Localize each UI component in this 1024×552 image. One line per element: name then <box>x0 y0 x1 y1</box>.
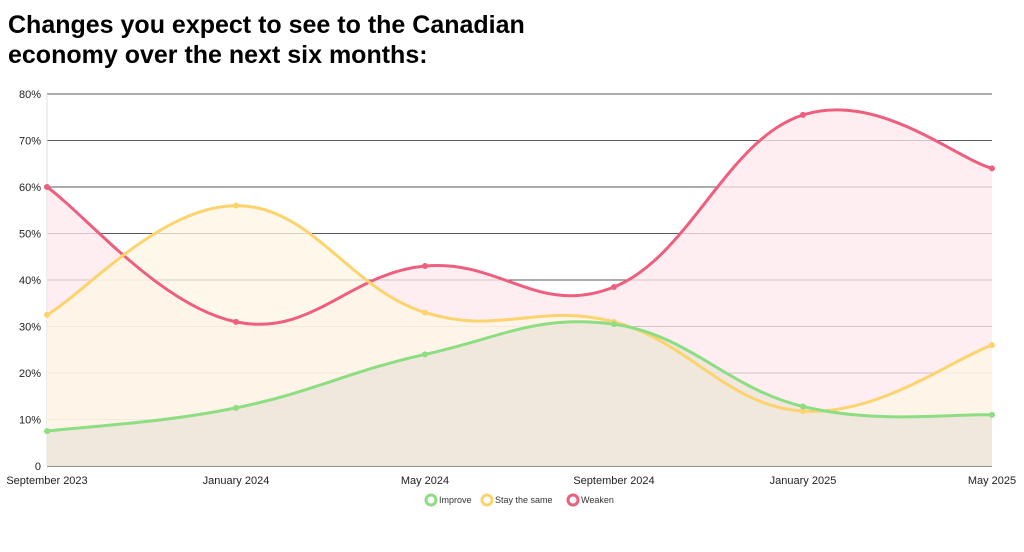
data-point-weaken <box>989 165 995 172</box>
legend: Improve Stay the same Weaken <box>424 493 614 507</box>
data-point-improve <box>233 404 239 411</box>
legend-marker <box>566 493 580 507</box>
data-point-weaken <box>233 318 239 325</box>
x-tick-label: September 2023 <box>6 475 87 487</box>
y-tick-label: 10% <box>19 415 41 427</box>
area-improve <box>47 321 992 466</box>
y-tick-label: 70% <box>19 136 41 148</box>
x-axis-ticks: September 2023 January 2024 May 2024 Septem… <box>6 475 1016 487</box>
legend-marker <box>480 493 494 507</box>
y-tick-label: 60% <box>19 182 41 194</box>
data-point-improve <box>44 428 50 435</box>
data-point-stay-the-same <box>44 311 50 318</box>
data-point-stay-the-same <box>422 309 428 316</box>
series-lines <box>45 108 994 433</box>
data-point-weaken <box>800 111 806 118</box>
x-tick-label: January 2025 <box>770 475 837 487</box>
y-tick-label: 0 <box>35 461 41 473</box>
data-point-weaken <box>422 263 428 270</box>
legend-label: Weaken <box>581 495 614 505</box>
y-tick-label: 20% <box>19 368 41 380</box>
y-tick-label: 40% <box>19 275 41 287</box>
y-axis-ticks: 0 10% 20% 30% 40% 50% 60% 70% 80% <box>19 89 41 473</box>
data-point-weaken <box>611 283 617 290</box>
chart-title: Changes you expect to see to the Canadia… <box>8 11 525 69</box>
series-line-improve <box>45 320 994 433</box>
x-tick-label: May 2025 <box>968 475 1016 487</box>
data-point-improve <box>800 403 806 410</box>
data-point-stay-the-same <box>989 342 995 349</box>
legend-label: Improve <box>439 495 472 505</box>
x-tick-label: January 2024 <box>203 475 270 487</box>
x-tick-label: September 2024 <box>573 475 654 487</box>
legend-label: Stay the same <box>495 495 553 505</box>
y-tick-label: 80% <box>19 89 41 101</box>
series-line-weaken <box>45 108 994 326</box>
data-point-improve <box>989 411 995 418</box>
series-points <box>44 111 995 435</box>
data-point-improve <box>422 351 428 358</box>
data-point-stay-the-same <box>800 408 806 415</box>
legend-item-weaken[interactable]: Weaken <box>566 493 614 507</box>
data-point-weaken <box>44 184 50 190</box>
data-point-improve <box>611 321 617 328</box>
legend-marker <box>424 493 438 507</box>
series-areas <box>47 109 992 466</box>
legend-item-improve[interactable]: Improve <box>424 493 472 507</box>
y-tick-label: 30% <box>19 322 41 334</box>
legend-item-stay-the-same[interactable]: Stay the same <box>480 493 553 507</box>
y-tick-label: 50% <box>19 229 41 241</box>
data-point-stay-the-same <box>233 202 239 209</box>
x-tick-label: May 2024 <box>401 475 449 487</box>
